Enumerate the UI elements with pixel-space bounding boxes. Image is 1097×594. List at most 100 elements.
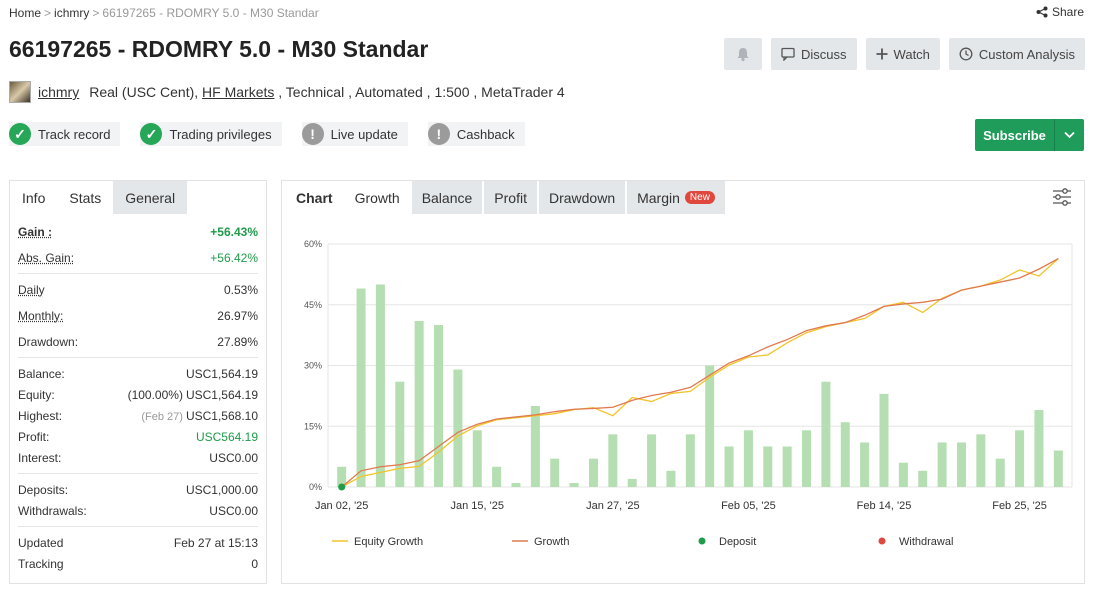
sliders-icon bbox=[1053, 188, 1071, 206]
bar bbox=[763, 446, 773, 487]
breadcrumb-current: 66197265 - RDOMRY 5.0 - M30 Standar bbox=[102, 6, 319, 20]
badge-label: Track record bbox=[38, 126, 111, 142]
chart-tabs: Chart Growth Balance Profit Drawdown Mar… bbox=[282, 181, 1084, 214]
page-title: 66197265 - RDOMRY 5.0 - M30 Standar bbox=[9, 36, 429, 62]
stat-row-interest: Interest: USC0.00 bbox=[18, 447, 258, 468]
breadcrumb-home[interactable]: Home bbox=[9, 6, 42, 20]
bar bbox=[1053, 450, 1063, 487]
subscribe-label[interactable]: Subscribe bbox=[983, 127, 1046, 143]
stat-row-balance: Balance: USC1,564.19 bbox=[18, 363, 258, 384]
withdrawals-value: USC0.00 bbox=[209, 503, 258, 518]
monthly-label[interactable]: Monthly: bbox=[18, 308, 64, 323]
bar bbox=[1034, 410, 1044, 487]
tab-chart[interactable]: Chart bbox=[282, 181, 343, 214]
deposits-label: Deposits: bbox=[18, 482, 69, 497]
monthly-value: 26.97% bbox=[217, 308, 258, 323]
withdrawals-label: Withdrawals: bbox=[18, 503, 87, 518]
tab-stats[interactable]: Stats bbox=[57, 181, 114, 214]
bar bbox=[511, 482, 521, 487]
profit-value: USC564.19 bbox=[195, 429, 258, 444]
bar bbox=[569, 482, 579, 487]
stat-row-tracking: Tracking 0 bbox=[18, 553, 258, 574]
bar bbox=[937, 442, 947, 487]
interest-label: Interest: bbox=[18, 450, 62, 465]
tab-balance[interactable]: Balance bbox=[411, 181, 483, 214]
clock-icon bbox=[959, 47, 973, 61]
abs-gain-label[interactable]: Abs. Gain: bbox=[18, 250, 75, 265]
user-link[interactable]: ichmry bbox=[38, 84, 80, 100]
bar bbox=[588, 458, 598, 487]
watch-button[interactable]: Watch bbox=[865, 38, 940, 70]
equity-label: Equity: bbox=[18, 387, 55, 402]
chart-settings-button[interactable] bbox=[1052, 188, 1072, 211]
stat-row-withdrawals: Withdrawals: USC0.00 bbox=[18, 500, 258, 521]
updated-value: Feb 27 at 15:13 bbox=[173, 535, 258, 550]
discuss-label: Discuss bbox=[801, 46, 847, 62]
deposit-marker bbox=[338, 483, 346, 491]
gain-value: +56.43% bbox=[210, 224, 258, 239]
tab-margin-label: Margin bbox=[637, 189, 680, 206]
badge-track-record[interactable]: ✓ Track record bbox=[9, 122, 121, 146]
breadcrumb-separator: > bbox=[92, 6, 100, 20]
account-meta: ichmry Real (USC Cent), HF Markets , Tec… bbox=[9, 81, 565, 103]
equity-percent: (100.00%) bbox=[127, 387, 183, 402]
growth-chart[interactable]: 0% 15% 30% 45% 60% Jan 02, '25 Jan 15, '25 Jan … bbox=[282, 214, 1084, 583]
tab-drawdown[interactable]: Drawdown bbox=[538, 181, 626, 214]
bar bbox=[898, 462, 908, 487]
plus-icon bbox=[876, 48, 888, 60]
bar bbox=[666, 470, 676, 487]
y-tick-label: 45% bbox=[304, 300, 322, 310]
bar bbox=[492, 466, 502, 487]
legend-growth-label: Growth bbox=[534, 536, 569, 548]
divider bbox=[18, 473, 258, 474]
badge-live-update[interactable]: ! Live update bbox=[301, 122, 408, 146]
broker-link[interactable]: HF Markets bbox=[202, 84, 275, 100]
stat-row-profit: Profit: USC564.19 bbox=[18, 426, 258, 447]
stat-row-highest: Highest: (Feb 27) USC1,568.10 bbox=[18, 405, 258, 426]
bar bbox=[434, 325, 444, 487]
tab-general[interactable]: General bbox=[113, 181, 188, 214]
bar bbox=[530, 406, 540, 487]
tab-margin[interactable]: Margin New bbox=[627, 181, 725, 214]
bar bbox=[337, 466, 347, 487]
share-button[interactable]: Share bbox=[1036, 5, 1084, 19]
bar bbox=[956, 442, 966, 487]
new-badge: New bbox=[684, 191, 715, 204]
highest-value: USC1,568.10 bbox=[185, 408, 258, 423]
discuss-button[interactable]: Discuss bbox=[771, 38, 857, 70]
bar bbox=[550, 458, 560, 487]
bar bbox=[918, 470, 928, 487]
badge-trading-privileges[interactable]: ✓ Trading privileges bbox=[140, 122, 282, 146]
breadcrumb-separator: > bbox=[44, 6, 52, 20]
notify-button[interactable] bbox=[724, 38, 763, 70]
bar bbox=[705, 365, 715, 487]
bar bbox=[647, 434, 657, 487]
legend-withdrawal-label: Withdrawal bbox=[899, 536, 953, 548]
bar bbox=[782, 446, 792, 487]
header-actions: Discuss Watch Custom Analysis bbox=[724, 38, 1085, 70]
bar bbox=[608, 434, 618, 487]
bell-icon bbox=[737, 48, 749, 62]
badge-label: Live update bbox=[330, 126, 398, 142]
avatar[interactable] bbox=[9, 81, 31, 103]
breadcrumb-user[interactable]: ichmry bbox=[54, 6, 90, 20]
custom-analysis-button[interactable]: Custom Analysis bbox=[948, 38, 1085, 70]
badge-cashback[interactable]: ! Cashback bbox=[427, 122, 525, 146]
gain-label[interactable]: Gain : bbox=[18, 224, 53, 239]
stats-panel: Info Stats General Gain : +56.43% Abs. Ga… bbox=[9, 180, 267, 584]
subscribe-dropdown[interactable] bbox=[1054, 119, 1084, 151]
subscribe-button[interactable]: Subscribe bbox=[975, 119, 1084, 151]
updated-label: Updated bbox=[18, 535, 64, 550]
tab-profit[interactable]: Profit bbox=[484, 181, 537, 214]
divider bbox=[18, 357, 258, 358]
bar bbox=[414, 320, 424, 487]
exclamation-icon: ! bbox=[301, 123, 324, 145]
y-tick-label: 0% bbox=[309, 482, 322, 492]
x-tick-label: Feb 05, '25 bbox=[721, 500, 776, 512]
daily-label[interactable]: Daily bbox=[18, 282, 45, 297]
check-icon: ✓ bbox=[9, 123, 31, 145]
bar bbox=[627, 478, 637, 487]
tab-info[interactable]: Info bbox=[22, 189, 46, 206]
tab-growth[interactable]: Growth bbox=[344, 181, 410, 214]
balance-label: Balance: bbox=[18, 366, 65, 381]
